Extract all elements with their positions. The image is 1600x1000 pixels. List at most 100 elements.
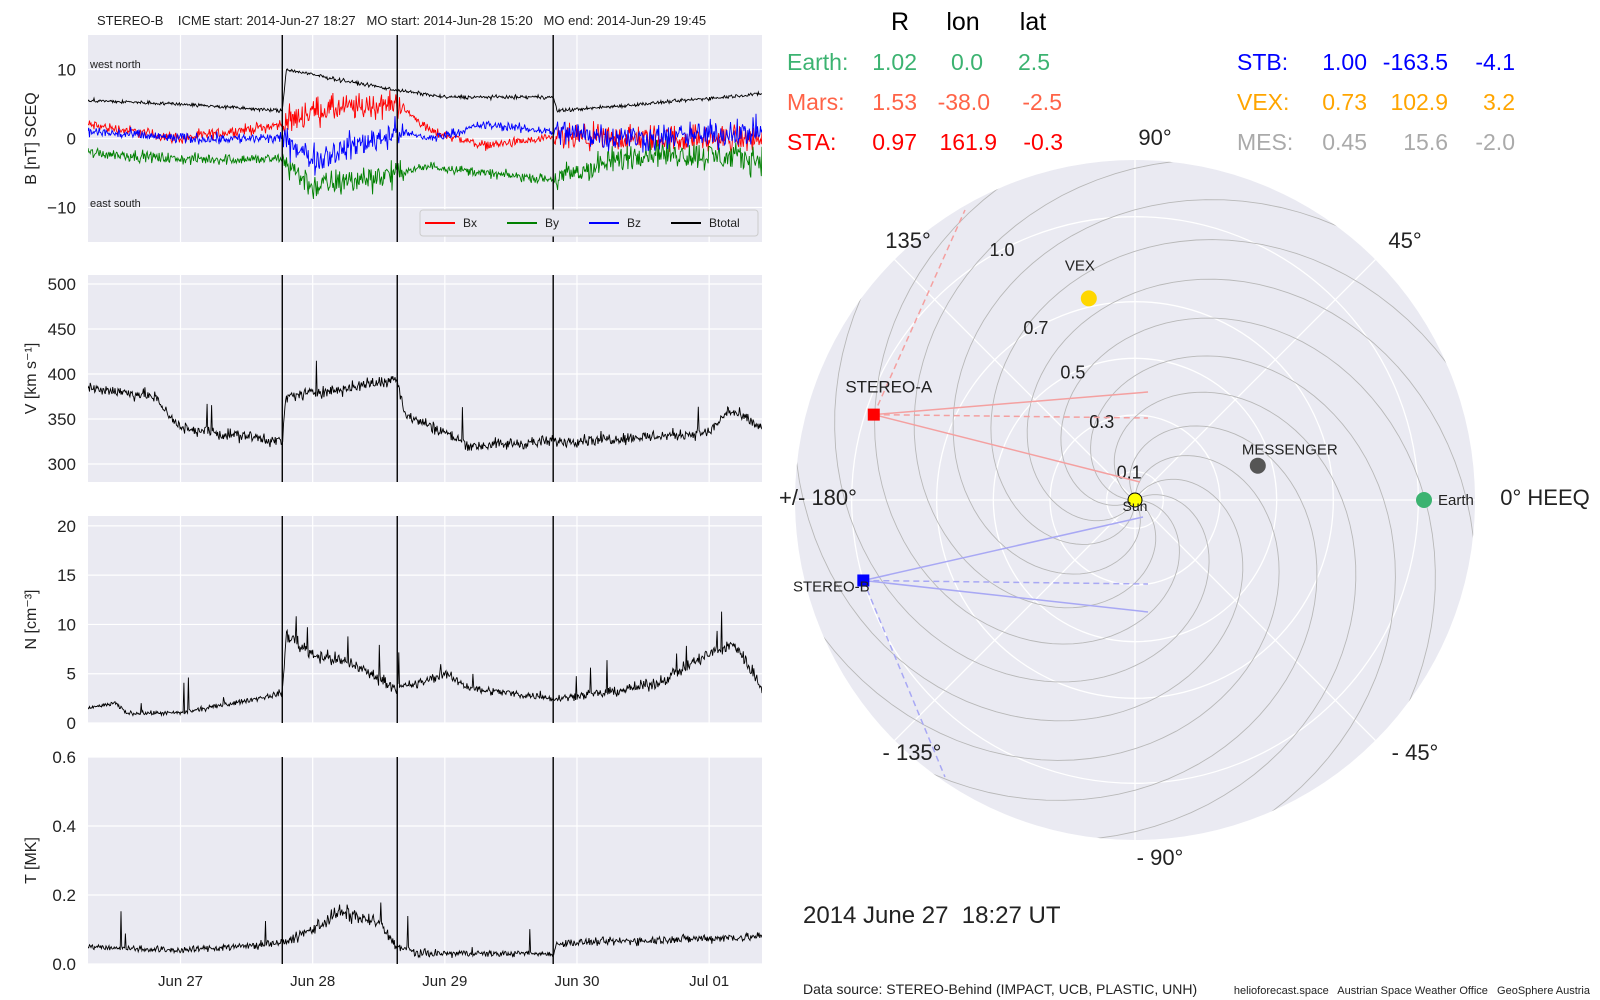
angle-label: - 90° (1137, 845, 1184, 870)
date-label: 2014 June 27 18:27 UT (803, 902, 1061, 929)
y-axis-label: T [MK] (23, 837, 40, 884)
parker-spiral-line (795, 335, 1244, 722)
y-tick-label: 350 (48, 410, 76, 429)
panel-background (88, 757, 762, 964)
parker-spirals (795, 160, 1475, 840)
sta-fov-line (873, 413, 1141, 483)
series-line-bz (88, 113, 762, 176)
row-sta-name: STA: (787, 129, 836, 155)
sta-fov-line (873, 391, 1149, 416)
row-mes-r: 0.45 (1322, 129, 1367, 155)
col-header-lat: lat (1020, 8, 1046, 36)
radial-label: 0.7 (1023, 318, 1048, 338)
stb-dashed-line (863, 579, 1149, 585)
row-stb-lat: -4.1 (1475, 49, 1515, 75)
parker-spiral-line (970, 391, 1357, 840)
y-tick-label: −10 (47, 199, 76, 218)
angle-label: 45° (1388, 228, 1421, 253)
y-tick-label: 5 (67, 665, 76, 684)
polar-plot: 1.00.70.50.30.190°45°0° HEEQ- 45°- 90°- … (779, 125, 1590, 870)
parker-spiral-line (1090, 355, 1396, 840)
row-mars-name: Mars: (787, 89, 845, 115)
sun-marker (1127, 492, 1143, 508)
x-tick-label: Jul 01 (689, 973, 729, 990)
row-mes-name: MES: (1237, 129, 1293, 155)
radial-label: 1.0 (989, 240, 1014, 260)
row-earth-lon: 0.0 (951, 49, 983, 75)
label-west-north: west north (89, 59, 141, 71)
row-mes-lon: 15.6 (1403, 129, 1448, 155)
angle-label: - 135° (883, 740, 942, 765)
row-vex-lat: 3.2 (1483, 89, 1515, 115)
polar-spoke (1134, 259, 1376, 501)
x-tick-label: Jun 28 (290, 973, 335, 990)
series-line-v (88, 360, 762, 451)
y-tick-label: 0.6 (52, 748, 76, 767)
series-group (88, 68, 762, 200)
row-mes-lat: -2.0 (1475, 129, 1515, 155)
col-header-r: R (891, 8, 909, 36)
series-group (88, 902, 762, 959)
vex-label: VEX (1065, 257, 1095, 274)
sta-dashed-line (873, 209, 966, 415)
parker-spiral-line (913, 160, 1300, 609)
parker-spiral-line (827, 425, 1318, 801)
parker-spiral-line (952, 199, 1443, 575)
angle-label: 135° (885, 228, 931, 253)
parker-spiral-line (1060, 317, 1436, 808)
row-sta-lon: 161.9 (939, 129, 997, 155)
panel-background (88, 275, 762, 482)
row-mars-lat: -2.5 (1022, 89, 1062, 115)
y-tick-label: 0.0 (52, 955, 76, 974)
row-stb-name: STB: (1237, 49, 1288, 75)
panel-speed: 500 450 400 350 300 V [km s⁻¹] (23, 275, 762, 482)
series-line-t (88, 902, 762, 959)
row-vex-r: 0.73 (1322, 89, 1367, 115)
series-line-btotal (88, 68, 762, 114)
row-stb-r: 1.00 (1322, 49, 1367, 75)
legend-label-bz: Bz (627, 216, 641, 230)
stb-fov-line (863, 579, 1149, 613)
row-stb: STB: 1.00 -163.5 -4.1 (1237, 49, 1515, 75)
row-mars-lon: -38.0 (938, 89, 990, 115)
y-tick-label: 300 (48, 455, 76, 474)
sta-dashed-line (873, 413, 1149, 419)
col-header-lon: lon (946, 8, 979, 36)
y-tick-label: 10 (57, 615, 76, 634)
y-tick-label: 20 (57, 517, 76, 536)
row-vex-lon: 102.9 (1390, 89, 1448, 115)
stereo-a-label: STEREO-A (845, 378, 933, 397)
x-tick-label: Jun 29 (422, 973, 467, 990)
angle-label: - 45° (1392, 740, 1439, 765)
series-group (88, 611, 762, 717)
y-axis-label: V [km s⁻¹] (23, 343, 40, 415)
stb-dashed-line (862, 580, 946, 778)
panel-temperature: 0.6 0.4 0.2 0.0 T [MK] (23, 748, 762, 974)
label-east-south: east south (90, 198, 141, 210)
row-sta: STA: 0.97 161.9 -0.3 (787, 129, 1063, 155)
polar-spoke (894, 499, 1136, 741)
vex-marker (1080, 290, 1097, 307)
row-sta-lat: -0.3 (1023, 129, 1063, 155)
row-vex: VEX: 0.73 102.9 3.2 (1237, 89, 1515, 115)
y-tick-label: 400 (48, 365, 76, 384)
stereo-a-marker (867, 408, 880, 421)
y-tick-label: 0.2 (52, 886, 76, 905)
parker-spiral-line (874, 160, 1180, 645)
angle-label: +/- 180° (779, 485, 857, 510)
sun-label: Sun (1123, 498, 1148, 514)
polar-spoke (1134, 499, 1376, 741)
legend-label-bx: Bx (463, 216, 477, 230)
polar-spoke (894, 259, 1136, 501)
panel-density: 20 15 10 5 0 N [cm⁻³] (23, 516, 762, 733)
legend-label-btotal: Btotal (709, 216, 740, 230)
legend-label-by: By (545, 216, 559, 230)
y-tick-label: 0 (67, 714, 76, 733)
position-table: R lon lat Earth: 1.02 0.0 2.5 Mars: 1.53… (787, 8, 1515, 155)
y-tick-label: 450 (48, 320, 76, 339)
row-mars-r: 1.53 (872, 89, 917, 115)
angle-label: 90° (1138, 125, 1171, 150)
messenger-marker (1249, 457, 1266, 474)
